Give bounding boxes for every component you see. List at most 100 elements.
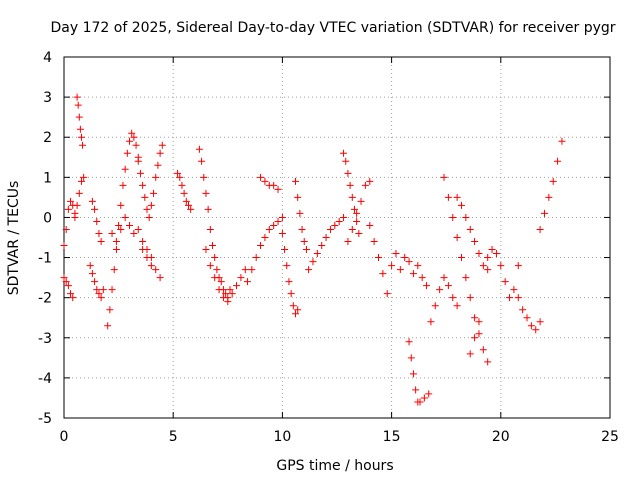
data-point — [296, 209, 304, 217]
data-point — [134, 157, 142, 165]
data-point — [283, 262, 291, 270]
data-point — [143, 205, 151, 213]
data-point — [86, 262, 94, 270]
data-series — [305, 213, 348, 274]
data-point — [265, 225, 273, 233]
data-point — [95, 290, 103, 298]
data-point — [374, 254, 382, 262]
data-point — [462, 274, 470, 282]
data-point — [289, 302, 297, 310]
data-point — [115, 221, 123, 229]
data-point — [209, 242, 217, 250]
data-point — [130, 133, 138, 141]
data-point — [344, 238, 352, 246]
data-point — [274, 185, 282, 193]
data-point — [353, 217, 361, 225]
data-point — [139, 181, 147, 189]
data-series — [388, 250, 431, 290]
data-point — [241, 266, 249, 274]
y-tick-label: -4 — [38, 371, 52, 387]
data-point — [418, 274, 426, 282]
data-point — [285, 278, 293, 286]
y-tick-label: -3 — [38, 331, 52, 347]
data-series — [427, 274, 461, 326]
data-point — [91, 205, 99, 213]
data-point — [519, 306, 527, 314]
data-point — [292, 177, 300, 185]
x-tick-label: 20 — [492, 429, 510, 445]
x-axis-label: GPS time / hours — [276, 458, 393, 474]
data-point — [75, 189, 83, 197]
data-series — [243, 213, 286, 286]
data-point — [243, 278, 251, 286]
data-point — [62, 225, 70, 233]
data-point — [355, 229, 363, 237]
data-series — [86, 262, 107, 302]
data-point — [471, 314, 479, 322]
data-series — [139, 246, 164, 282]
data-point — [62, 278, 70, 286]
data-point — [431, 302, 439, 310]
plot-frame — [63, 56, 611, 419]
data-point — [198, 157, 206, 165]
data-point — [270, 181, 278, 189]
data-point — [405, 338, 413, 346]
data-point — [440, 274, 448, 282]
data-point — [298, 225, 306, 233]
data-point — [187, 205, 195, 213]
data-series — [202, 246, 249, 306]
data-point — [335, 217, 343, 225]
data-point — [156, 274, 164, 282]
data-point — [139, 246, 147, 254]
data-point — [453, 193, 461, 201]
data-point — [141, 193, 149, 201]
data-point — [532, 326, 540, 334]
data-point — [342, 157, 350, 165]
data-point — [302, 246, 310, 254]
data-point — [110, 266, 118, 274]
data-point — [121, 165, 129, 173]
data-point — [182, 197, 190, 205]
data-point — [558, 137, 566, 145]
y-tick-label: 4 — [43, 50, 52, 66]
data-point — [340, 149, 348, 157]
data-point — [453, 302, 461, 310]
data-point — [350, 205, 358, 213]
y-tick-label: -2 — [38, 291, 52, 307]
data-point — [237, 274, 245, 282]
data-point — [554, 157, 562, 165]
data-point — [228, 290, 236, 298]
data-point — [492, 250, 500, 258]
data-series — [536, 137, 566, 233]
data-point — [466, 225, 474, 233]
data-series — [71, 173, 88, 221]
data-point — [471, 334, 479, 342]
data-point — [506, 294, 514, 302]
data-point — [484, 358, 492, 366]
data-point — [95, 229, 103, 237]
data-point — [388, 262, 396, 270]
data-series — [292, 177, 310, 254]
data-point — [206, 262, 214, 270]
data-point — [427, 318, 435, 326]
data-point — [67, 290, 75, 298]
data-point — [536, 225, 544, 233]
data-point — [213, 266, 221, 274]
data-point — [309, 258, 317, 266]
x-tick-label: 25 — [601, 429, 619, 445]
data-point — [313, 250, 321, 258]
data-point — [261, 234, 269, 241]
data-point — [112, 238, 120, 246]
data-point — [405, 258, 413, 266]
data-point — [154, 161, 162, 169]
data-point — [152, 266, 160, 274]
data-series — [466, 318, 492, 366]
data-point — [147, 201, 155, 209]
data-point — [331, 221, 339, 229]
data-point — [93, 217, 101, 225]
data-point — [348, 193, 356, 201]
data-point — [274, 217, 282, 225]
data-point — [484, 254, 492, 262]
data-series — [453, 193, 492, 274]
data-point — [132, 141, 140, 149]
